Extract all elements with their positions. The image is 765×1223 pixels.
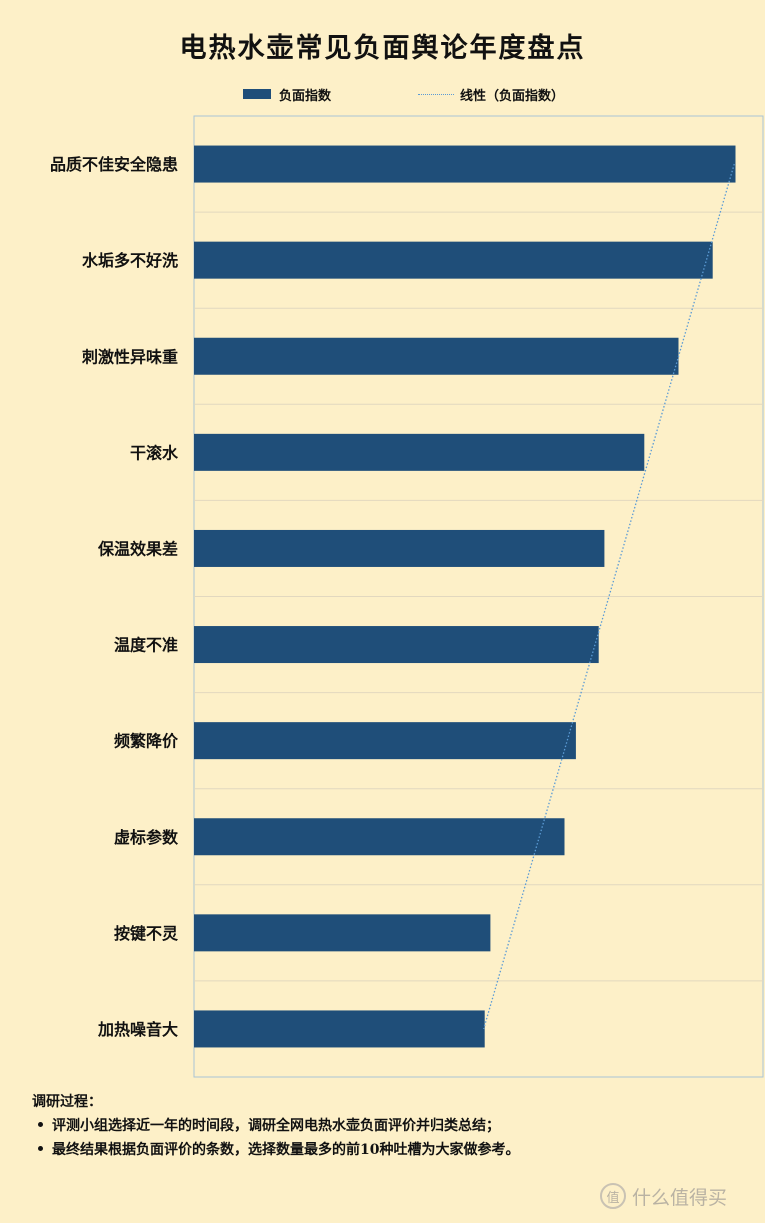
- legend-trendline-label: 线性（负面指数）: [460, 89, 565, 104]
- legend-trendline-swatch: [418, 94, 454, 95]
- legend-bar-label: 负面指数: [279, 89, 332, 104]
- notes-item: 最终结果根据负面评价的条数，选择数量最多的前10种吐槽为大家做参考。: [32, 1138, 519, 1162]
- category-label: 保温效果差: [97, 539, 178, 558]
- category-label: 干滚水: [130, 443, 179, 462]
- bar: [194, 626, 599, 664]
- category-label: 虚标参数: [114, 828, 179, 847]
- notes-item: 评测小组选择近一年的时间段，调研全网电热水壶负面评价并归类总结；: [32, 1114, 519, 1138]
- watermark: 值 什么值得买: [600, 1180, 727, 1212]
- notes-heading: 调研过程：: [32, 1094, 102, 1110]
- bullet-dot-icon: [38, 1121, 43, 1127]
- watermark-logo-icon: 值: [600, 1183, 626, 1209]
- bar: [194, 722, 576, 760]
- research-notes: 调研过程： 评测小组选择近一年的时间段，调研全网电热水壶负面评价并归类总结； 最…: [32, 1090, 519, 1162]
- chart-title: 电热水壶常见负面舆论年度盘点: [179, 33, 586, 64]
- legend-bar-swatch: [243, 89, 271, 99]
- notes-item-text: 最终结果根据负面评价的条数，选择数量最多的前10种吐槽为大家做参考。: [52, 1142, 520, 1158]
- category-label: 品质不佳安全隐患: [50, 155, 178, 174]
- notes-item-text: 评测小组选择近一年的时间段，调研全网电热水壶负面评价并归类总结；: [52, 1118, 500, 1134]
- category-label: 频繁降价: [114, 732, 179, 751]
- bar: [194, 337, 679, 375]
- bar: [194, 529, 605, 567]
- bar-chart: 品质不佳安全隐患水垢多不好洗刺激性异味重干滚水保温效果差温度不准频繁降价虚标参数…: [50, 115, 764, 1078]
- bar: [194, 241, 713, 279]
- trendline: [483, 163, 735, 1030]
- bar: [194, 1010, 485, 1048]
- legend: 负面指数 线性（负面指数）: [0, 84, 765, 104]
- bar: [194, 145, 736, 183]
- bar: [194, 914, 491, 952]
- category-label: 刺激性异味重: [81, 347, 178, 366]
- category-label: 温度不准: [113, 636, 178, 655]
- bar: [194, 818, 565, 856]
- bar: [194, 433, 645, 471]
- category-label: 加热噪音大: [97, 1020, 178, 1039]
- category-label: 按键不灵: [114, 924, 179, 943]
- category-label: 水垢多不好洗: [82, 251, 178, 270]
- bullet-dot-icon: [38, 1145, 43, 1151]
- watermark-text: 什么值得买: [632, 1186, 728, 1209]
